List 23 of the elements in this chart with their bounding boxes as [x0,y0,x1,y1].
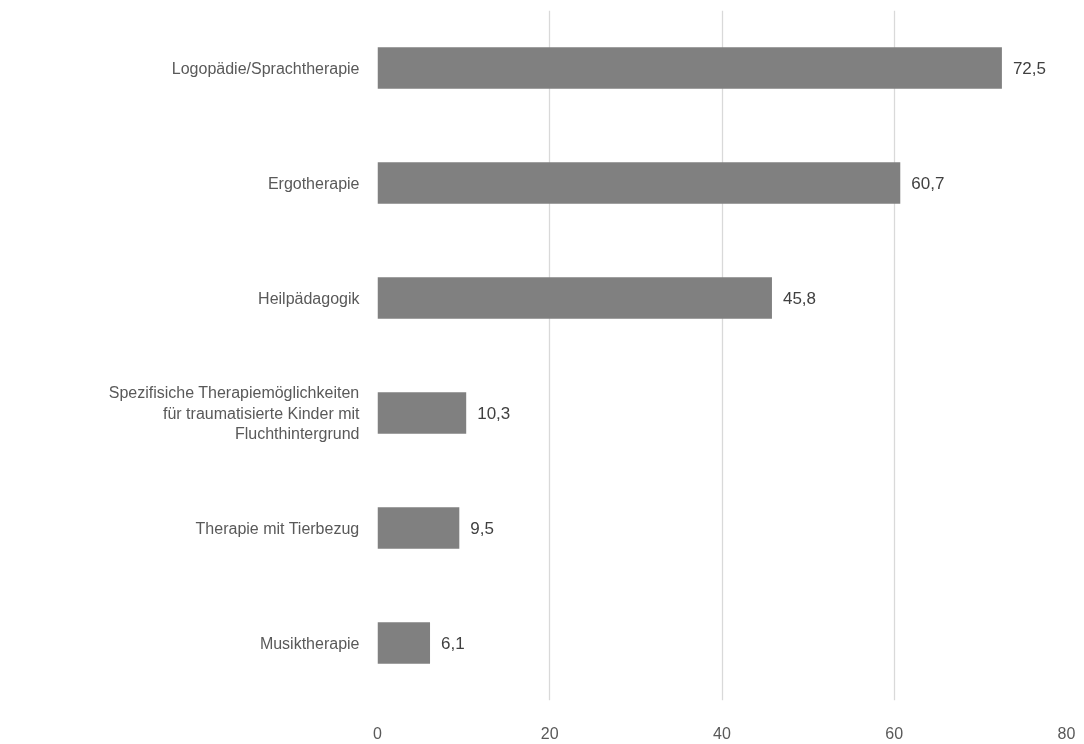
x-tick-label: 40 [713,724,731,742]
y-tick-label: Spezifisiche Therapiemöglichkeiten für traumatisierte Kinder mit Fluchthintergrund [108,384,361,442]
bar [377,162,901,204]
y-tick-label: Logopädie/Sprachtherapie [171,59,360,77]
data-label: 6,1 [441,634,465,653]
data-label: 72,5 [1012,59,1046,78]
x-tick-label: 0 [373,724,383,742]
bar [377,507,460,549]
bar [377,277,772,319]
y-tick-label: Heilpädagogik [258,289,361,307]
x-tick-label: 20 [540,724,559,742]
x-tick-label: 80 [1057,724,1076,742]
y-tick-label: Therapie mit Tierbezug [195,519,360,537]
bar [377,47,1002,89]
x-tick-label: 60 [885,724,904,742]
bar [377,622,431,664]
data-label: 9,5 [470,519,494,538]
y-tick-label: Musiktherapie [259,634,360,652]
y-tick-label: Ergotherapie [267,174,360,192]
data-label: 45,8 [782,289,817,308]
data-label: 10,3 [477,404,511,423]
data-label: 60,7 [911,174,945,193]
bar [377,392,467,434]
